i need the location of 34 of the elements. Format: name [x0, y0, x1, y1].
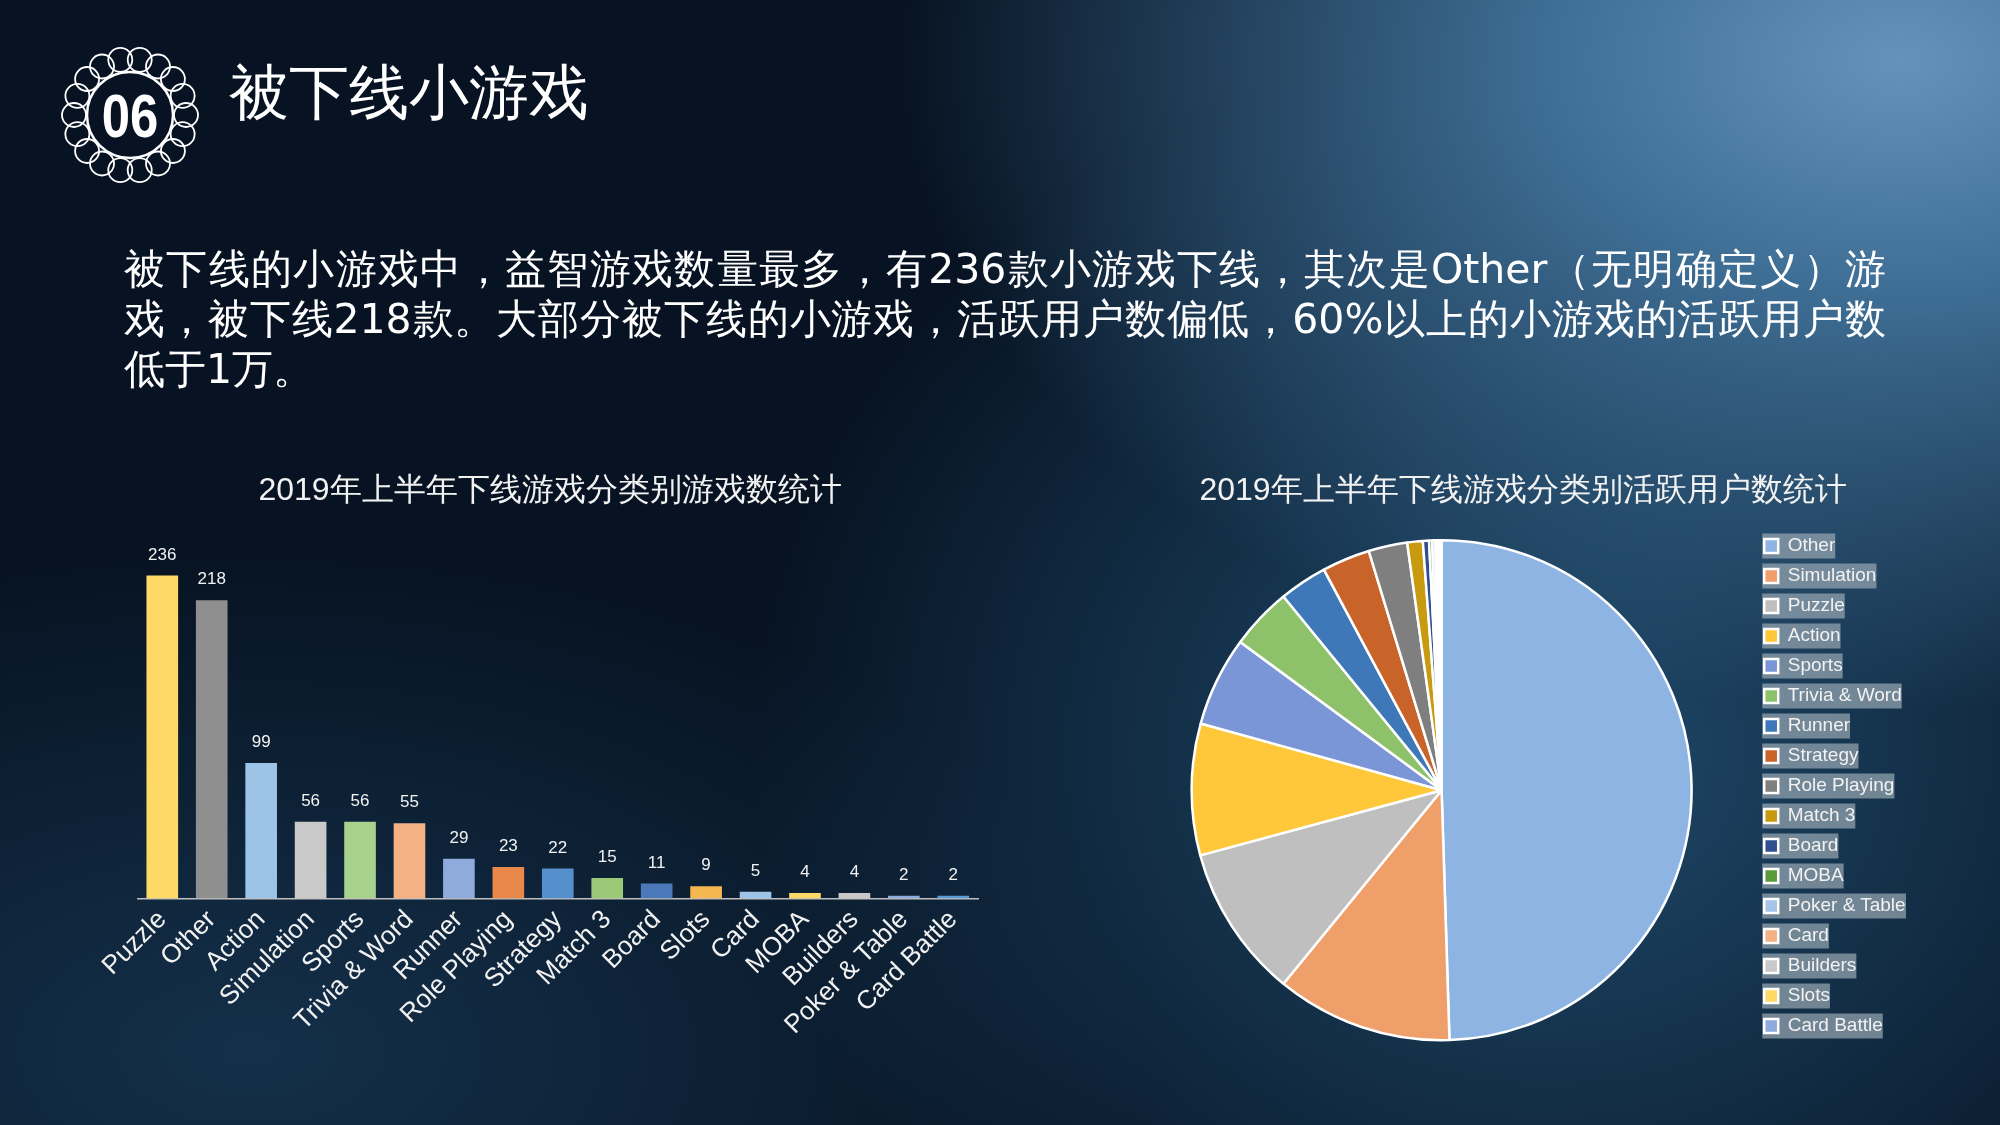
legend-label: Match 3: [1787, 804, 1856, 826]
data-label: 22: [548, 837, 568, 857]
data-label: 9: [701, 855, 711, 875]
legend-label: Strategy: [1787, 744, 1859, 766]
legend-label: Simulation: [1787, 564, 1877, 586]
data-label: 99: [251, 732, 271, 752]
legend-label: Action: [1787, 624, 1841, 646]
legend-label: Puzzle: [1787, 594, 1845, 616]
legend-label: Sports: [1787, 654, 1843, 676]
legend-label: Trivia & Word: [1787, 684, 1902, 706]
data-label: 236: [148, 544, 177, 564]
legend-label: Runner: [1787, 714, 1851, 736]
data-label: 5: [750, 860, 761, 880]
legend-label: MOBA: [1787, 864, 1844, 886]
legend-label: Board: [1787, 834, 1839, 856]
text: 被下线小游戏: [229, 57, 589, 127]
chart-title: 2019年上半年下线游戏分类别游戏数统计: [258, 471, 842, 508]
data-label: 4: [849, 862, 860, 882]
text: 被下线的小游戏中，益智游戏数量最多，有236款小游戏下线，其次是Other（无明确定义）游戏，被下线218款。大部分被下线的小游戏，活跃用户数偏低，60%以上的小游戏的活跃用户数低于1万。: [124, 244, 1886, 394]
data-label: 23: [498, 836, 518, 856]
legend-label: Role Playing: [1787, 774, 1895, 796]
data-label: 55: [400, 792, 419, 812]
chart-title: 2019年上半年下线游戏分类别活跃用户数统计: [1199, 471, 1847, 508]
data-label: 56: [301, 791, 321, 811]
text: 06: [101, 81, 159, 150]
data-label: 15: [597, 847, 617, 867]
data-label: 4: [800, 862, 810, 882]
legend-label: Other: [1787, 534, 1836, 556]
data-label: 2: [899, 864, 909, 884]
data-label: 2: [948, 864, 959, 884]
data-label: 218: [197, 569, 226, 589]
data-label: 11: [647, 852, 666, 872]
data-label: 56: [350, 791, 370, 811]
data-label: 29: [449, 827, 469, 847]
